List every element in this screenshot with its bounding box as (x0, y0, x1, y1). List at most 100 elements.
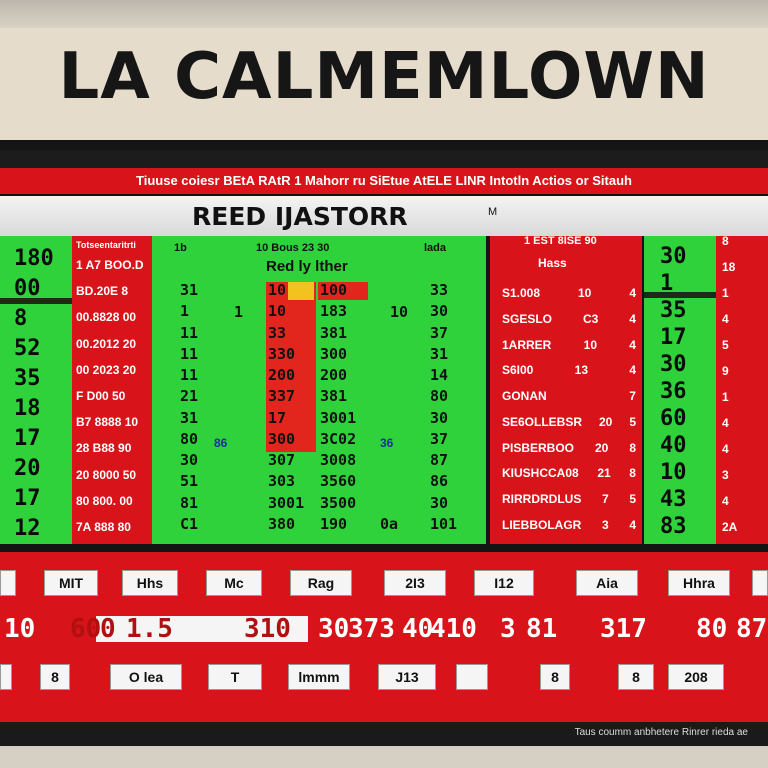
far-right-value: 4 (722, 442, 729, 456)
center-cell: 17 (268, 408, 287, 427)
left-green-value: 20 (14, 456, 41, 481)
center-cell: 381 (320, 323, 348, 342)
board-label: 2I3 (384, 570, 446, 596)
right-green-value: 40 (660, 433, 687, 458)
center-cell: 307 (268, 451, 296, 470)
center-header-right: lada (424, 242, 447, 254)
center-side-b: 10 (390, 303, 409, 321)
big-row-number: 410 (430, 614, 477, 644)
far-right-values: 8 18 1 4 5 9 1 4 4 3 4 2A (722, 234, 762, 534)
big-row-number: 87 (736, 614, 768, 644)
center-cell: 1 (180, 302, 190, 321)
center-cell: 31 (180, 281, 199, 299)
big-row-number: 30 (318, 614, 350, 644)
right-green-divider (644, 292, 716, 298)
left-red-header: Totseentaritrti (76, 240, 136, 250)
left-green-value: 8 (14, 306, 28, 331)
right-green-value: 30 (660, 244, 687, 269)
far-right-value: 1 (722, 286, 729, 300)
ceiling (0, 0, 768, 28)
center-cell: 10 (268, 302, 287, 321)
far-right-value: 9 (722, 364, 729, 378)
big-row-number: 81 (526, 614, 558, 644)
right-red-row-value: 10 (578, 286, 592, 300)
center-subtitle: Red ly lther (266, 258, 348, 275)
far-right-value: 1 (722, 390, 729, 404)
right-red-row-name: PISBERBOO (502, 440, 575, 455)
center-cell: 200 (320, 366, 348, 385)
center-cell: 303 (268, 472, 296, 491)
center-red-cell-top (318, 282, 368, 300)
right-green-values: 30 1 35 17 30 36 60 40 10 43 83 (660, 246, 710, 538)
right-green-value: 35 (660, 298, 687, 323)
right-green-value: 83 (660, 514, 687, 539)
right-red-panel (490, 236, 642, 544)
big-number-row: 10 60 0 1.5 310 30 373 40 410 3 81 317 80 87 (0, 612, 768, 646)
center-mid-right: 36 (380, 436, 394, 450)
left-green-values: 180 00 8 52 35 18 17 20 17 12 (14, 248, 70, 540)
center-cell: 37 (430, 323, 449, 342)
right-red-row-num: 4 (629, 286, 636, 300)
right-red-row-num: 4 (629, 337, 636, 352)
board-label: MIT (44, 570, 98, 596)
left-red-row: B7 8888 10 (76, 415, 139, 430)
center-cell: 11 (180, 344, 199, 363)
right-red-row-name: SE6OLLEBSR (502, 414, 583, 429)
left-red-row: 7A 888 80 (76, 519, 131, 534)
left-green-value: 180 (14, 246, 54, 271)
big-row-number: 317 (600, 614, 647, 644)
center-header-left: 1b (174, 242, 187, 254)
board-label: 8 (540, 664, 570, 690)
center-cell: 21 (180, 387, 199, 406)
center-mid-left: 86 (214, 436, 228, 450)
board-label: Rag (290, 570, 352, 596)
left-red-panel (72, 236, 152, 544)
center-cell: 87 (430, 451, 449, 470)
far-right-value: 4 (722, 312, 729, 326)
far-right-value: 4 (722, 494, 729, 508)
right-red-row-num: 7 (629, 389, 636, 404)
big-row-number: 1.5 (126, 614, 173, 644)
right-red-row-name: KIUSHCCA08 (502, 466, 579, 481)
right-green-value: 10 (660, 460, 687, 485)
center-bottom-tag: 0a (380, 515, 399, 533)
left-red-row: 00.8828 00 (76, 310, 137, 325)
right-red-row-name: S6I00 (502, 363, 534, 378)
ticker-bar: Tiuuse coiesr BEtA RAtR 1 Mahorr ru SiEt… (0, 168, 768, 194)
big-row-number: 60 (70, 614, 102, 644)
center-cell: 11 (180, 366, 199, 385)
right-red-row-name: RIRRDRDLUS (502, 492, 582, 507)
center-cell: 3C02 (320, 429, 357, 448)
far-right-value: 2A (722, 520, 738, 534)
left-green-value: 52 (14, 336, 41, 361)
right-red-row-value: 20 (598, 414, 613, 429)
big-row-number: 10 (4, 614, 36, 644)
left-red-row: 00 2023 20 (76, 362, 137, 377)
center-cell: 80 (180, 429, 199, 448)
far-right-panel (716, 236, 768, 544)
center-cell: 33 (268, 323, 287, 342)
center-cell: 11 (180, 323, 199, 342)
center-cell: 330 (268, 344, 296, 363)
board-label (0, 664, 12, 690)
right-green-panel (644, 236, 716, 544)
board-label: I12 (474, 570, 534, 596)
title-mark: M (488, 206, 498, 218)
center-cell: 300 (268, 429, 296, 448)
right-green-value: 43 (660, 487, 687, 512)
center-cell: 3500 (320, 493, 357, 512)
right-red-row: S1.008 10 4 (502, 286, 636, 300)
center-cell: 381 (320, 387, 348, 406)
board-label (0, 570, 16, 596)
right-red-row-value: C3 (582, 311, 599, 326)
far-right-value: 3 (722, 468, 729, 482)
center-cell: 80 (430, 387, 449, 406)
right-red-row-value: 13 (574, 363, 589, 378)
center-cell: 101 (430, 514, 458, 533)
board-label: 208 (668, 664, 724, 690)
center-cell: 86 (430, 472, 449, 491)
right-red-row-name: 1ARRER (502, 337, 552, 352)
center-cell: 3560 (320, 472, 357, 491)
right-red-row-value: 3 (601, 517, 609, 532)
left-green-value: 12 (14, 516, 41, 541)
